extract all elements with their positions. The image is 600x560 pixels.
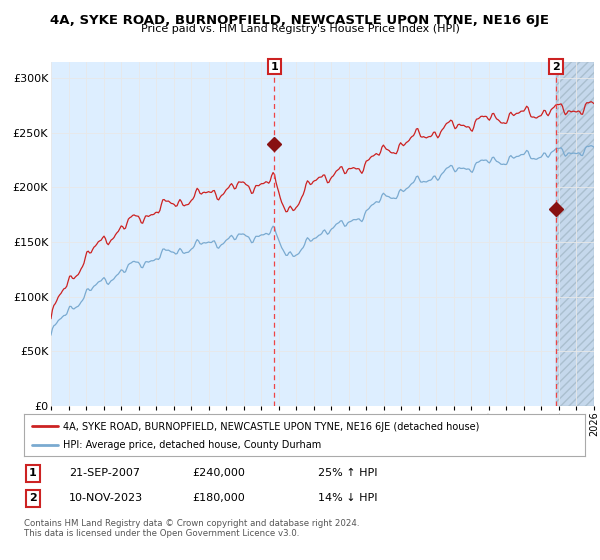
Text: 4A, SYKE ROAD, BURNOPFIELD, NEWCASTLE UPON TYNE, NE16 6JE (detached house): 4A, SYKE ROAD, BURNOPFIELD, NEWCASTLE UP… (63, 422, 479, 432)
Text: £240,000: £240,000 (192, 468, 245, 478)
Text: This data is licensed under the Open Government Licence v3.0.: This data is licensed under the Open Gov… (24, 530, 299, 539)
Text: 1: 1 (271, 62, 278, 72)
Bar (556, 62, 594, 406)
Text: 2: 2 (552, 62, 560, 72)
Text: 25% ↑ HPI: 25% ↑ HPI (318, 468, 377, 478)
Text: 2: 2 (29, 493, 37, 503)
Text: £180,000: £180,000 (192, 493, 245, 503)
Text: 1: 1 (29, 468, 37, 478)
Text: 4A, SYKE ROAD, BURNOPFIELD, NEWCASTLE UPON TYNE, NE16 6JE: 4A, SYKE ROAD, BURNOPFIELD, NEWCASTLE UP… (50, 14, 550, 27)
Text: Contains HM Land Registry data © Crown copyright and database right 2024.: Contains HM Land Registry data © Crown c… (24, 520, 359, 529)
Text: 21-SEP-2007: 21-SEP-2007 (69, 468, 140, 478)
Text: 14% ↓ HPI: 14% ↓ HPI (318, 493, 377, 503)
Bar (556, 62, 594, 406)
Text: Price paid vs. HM Land Registry's House Price Index (HPI): Price paid vs. HM Land Registry's House … (140, 24, 460, 34)
Text: 10-NOV-2023: 10-NOV-2023 (69, 493, 143, 503)
Text: HPI: Average price, detached house, County Durham: HPI: Average price, detached house, Coun… (63, 441, 322, 450)
